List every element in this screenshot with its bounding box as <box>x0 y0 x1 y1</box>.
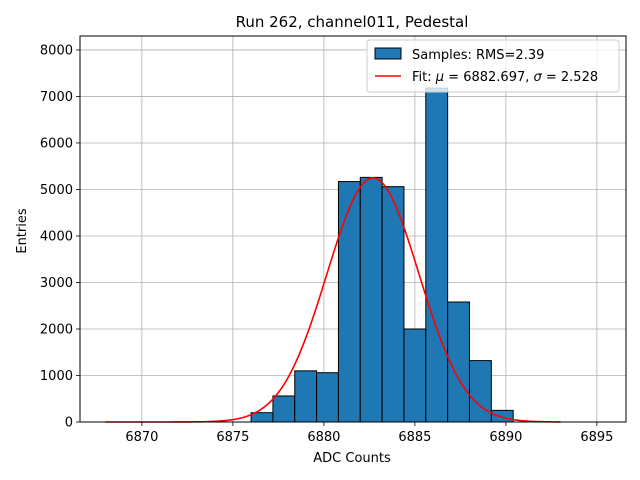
histogram-bar <box>490 409 514 423</box>
plot-frame <box>79 35 627 423</box>
histogram-bar <box>359 176 383 423</box>
legend-samples-label: Samples: RMS=2.39 <box>412 48 544 63</box>
legend-box <box>366 39 620 93</box>
histogram-bars <box>250 87 514 423</box>
y-axis-label: Entries <box>15 208 30 254</box>
legend-samples-swatch <box>374 47 402 60</box>
legend: Samples: RMS=2.39 Fit: μ = 6882.697, σ =… <box>366 39 620 93</box>
y-tick-label: 3000 <box>40 276 73 291</box>
histogram-bar <box>250 412 274 423</box>
y-tick-label: 0 <box>65 416 73 431</box>
x-tick-label: 6890 <box>489 430 522 445</box>
y-tick-label: 7000 <box>40 90 73 105</box>
histogram-bar <box>294 370 318 423</box>
histogram-bar <box>316 372 339 423</box>
histogram-bar <box>468 360 492 423</box>
x-tick-label: 6875 <box>216 430 249 445</box>
histogram-bar <box>337 181 361 423</box>
x-tick-label: 6880 <box>307 430 340 445</box>
y-tick-label: 6000 <box>40 136 73 151</box>
y-tick-label: 1000 <box>40 369 73 384</box>
x-axis-label: ADC Counts <box>313 451 391 466</box>
y-tick-label: 2000 <box>40 322 73 337</box>
chart-title: Run 262, channel011, Pedestal <box>236 13 469 31</box>
axis-ticks: 6870 6875 6880 6885 6890 6895 0 1000 2000 3000 400… <box>40 43 614 445</box>
histogram-bar <box>403 328 427 423</box>
y-tick-label: 5000 <box>40 183 73 198</box>
histogram-bar <box>381 186 405 423</box>
histogram-bar <box>425 87 449 423</box>
histogram-bar <box>272 395 296 423</box>
x-tick-label: 6870 <box>125 430 158 445</box>
x-tick-label: 6895 <box>580 430 613 445</box>
x-tick-label: 6885 <box>398 430 431 445</box>
legend-fit-label: Fit: μ = 6882.697, σ = 2.528 <box>412 70 598 85</box>
y-tick-label: 8000 <box>40 43 73 58</box>
y-tick-label: 4000 <box>40 229 73 244</box>
